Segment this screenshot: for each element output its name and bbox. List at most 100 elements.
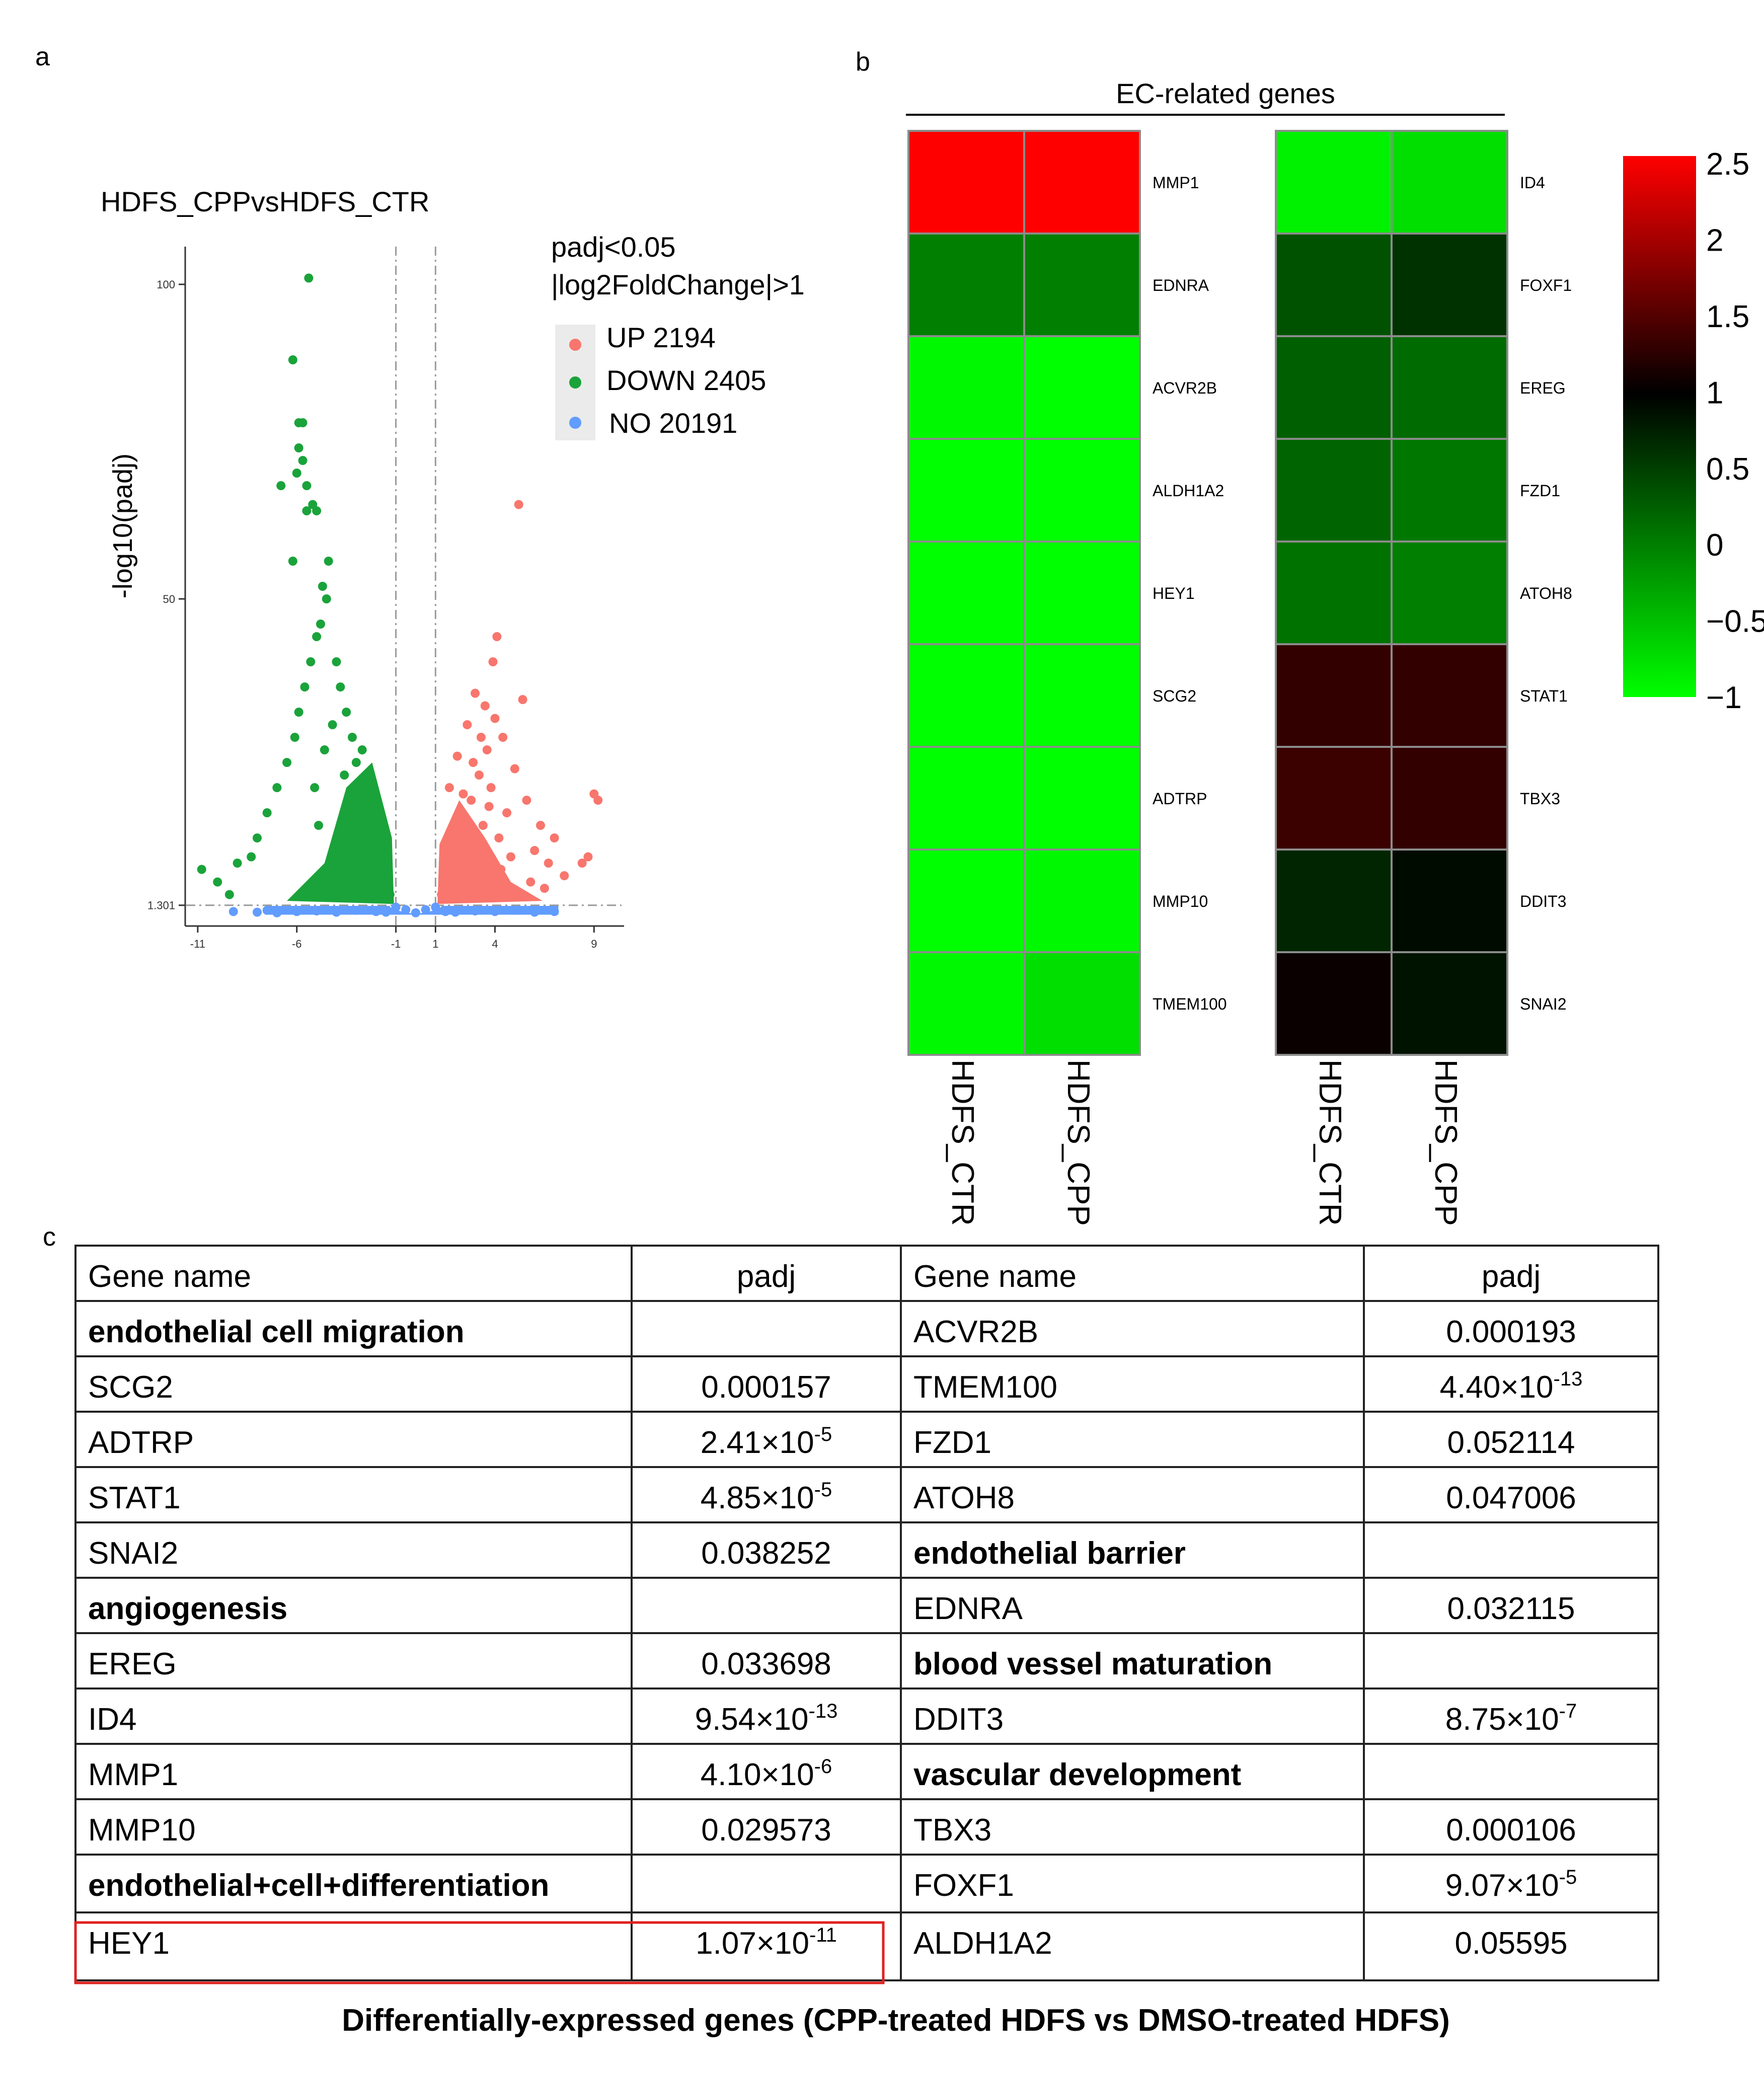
heat-cell-stat1-1 [1391,643,1508,748]
legend-key-down [569,376,581,389]
point-0-27 [550,833,559,842]
colorbar-ticks: 2.5 2 1.5 1 0.5 0 −0.5 −1 [1706,147,1764,715]
panel-label-a: a [35,42,50,71]
cell-r9-c0: MMP10 [88,1813,196,1848]
legend-label-down: DOWN 2405 [606,364,766,396]
cell-r0-c2: ACVR2B [913,1315,1038,1349]
point-0-33 [452,751,462,761]
point-2-0 [228,907,238,916]
heat-cell-adtrp-0 [907,746,1025,851]
point-1-30 [224,890,234,899]
point-1-27 [233,859,242,868]
col-label-1-0: HDFS_CTR [1313,1059,1347,1226]
cell-r2-c1: 2.41×10-5 [701,1423,832,1460]
row-label-foxf1: FOXF1 [1520,276,1572,294]
cell-r1-c0: SCG2 [88,1370,173,1405]
volcano-ylabel: -log10(padj) [108,453,138,598]
y-ticks: 100 50 1.301 [147,278,185,912]
x-ticks: -11 -6 -1 1 4 9 [190,926,597,950]
point-1-13 [324,557,333,566]
cell-r10-c3: 9.07×10-5 [1445,1866,1577,1903]
ytick-label-2: 1.301 [147,899,175,912]
point-0-16 [492,632,502,641]
volcano-points [197,273,603,917]
point-1-24 [262,808,272,817]
point-1-41 [381,877,391,887]
heat-cell-stat1-0 [1275,643,1393,748]
cell-r10-c2: FOXF1 [913,1868,1014,1903]
point-0-22 [510,764,519,774]
point-0-42 [496,865,506,874]
threshold-lines [186,247,622,926]
point-1-51 [363,771,373,780]
point-0-12 [494,833,504,842]
point-2-4 [292,907,301,916]
point-0-10 [486,783,496,792]
point-1-0 [304,273,314,283]
cell-rh-c2: Gene name [913,1259,1077,1294]
cell-r0-c0: endothelial cell migration [88,1315,465,1349]
point-0-38 [437,890,446,899]
row-label-hey1: HEY1 [1153,584,1195,602]
heatmap-row-labels: MMP1 EDNRA ACVR2B ALDH1A2 HEY1 SCG2 ADTRP MMP10… [1153,174,1572,1013]
cell-r8-c1: 4.10×10-6 [701,1755,832,1792]
row-label-atoh8: ATOH8 [1520,584,1572,602]
point-2-14 [431,902,440,912]
cell-r11-c3: 0.05595 [1454,1926,1567,1961]
point-0-36 [502,808,512,817]
heat-cell-foxf1-1 [1391,233,1508,337]
point-1-26 [247,852,256,862]
colorbar-tick-2: 1.5 [1706,299,1749,334]
heatmap: EC-related genes MMP1 EDNRA ACVR2B ALDH1A2 H… [906,78,1764,1226]
row-label-fzd1: FZD1 [1520,482,1560,500]
point-1-39 [371,839,381,849]
heat-cell-acvr2b-0 [907,335,1025,440]
cell-r9-c2: TBX3 [913,1813,991,1848]
point-1-49 [334,833,343,842]
point-0-4 [461,814,470,824]
heatmap-col-labels: HDFS_CTR HDFS_CPP HDFS_CTR HDFS_CPP [945,1059,1463,1226]
volcano-title: HDFS_CPPvsHDFS_CTR [101,186,429,217]
point-0-34 [458,789,468,799]
ytick-label-1: 50 [163,593,175,605]
point-1-11 [312,506,322,515]
gene-table: Gene name padj Gene name padj endothelial ce… [74,1245,1659,2038]
point-0-13 [498,733,508,742]
xtick-label-3: 1 [432,938,438,950]
point-0-39 [442,839,452,849]
cell-r11-c0: HEY1 [88,1926,170,1961]
point-1-12 [288,557,297,566]
point-1-35 [351,758,361,767]
cell-r5-c3: 0.032115 [1447,1591,1575,1626]
point-0-8 [478,821,488,830]
point-1-33 [342,708,351,717]
cell-r3-c3: 0.047006 [1446,1481,1576,1515]
heat-cell-atoh8-0 [1275,541,1393,645]
cell-r5-c0: angiogenesis [88,1591,287,1626]
point-1-47 [310,783,320,792]
col-label-0-1: HDFS_CPP [1061,1059,1096,1226]
point-0-23 [522,796,531,805]
row-label-acvr2b: ACVR2B [1153,379,1217,397]
colorbar-tick-4: 0.5 [1706,452,1749,487]
point-2-10 [391,902,401,912]
point-1-37 [361,802,371,811]
point-0-1 [446,859,456,868]
point-2-5 [312,906,322,915]
colorbar-tick-7: −1 [1706,680,1742,715]
heat-cell-id4-1 [1391,130,1508,235]
heat-cell-ednra-0 [907,233,1025,337]
row-label-mmp1: MMP1 [1153,174,1199,192]
heat-cell-tbx3-1 [1391,746,1508,851]
cell-r2-c0: ADTRP [88,1425,194,1460]
legend-key-up [569,339,581,351]
cell-r6-c0: EREG [88,1647,177,1681]
heat-cell-fzd1-0 [1275,438,1393,543]
point-2-20 [530,907,540,917]
point-1-23 [272,783,282,792]
heat-cell-snai2-1 [1391,951,1508,1056]
point-0-18 [463,720,472,729]
point-0-29 [577,859,587,868]
point-1-36 [355,783,365,792]
